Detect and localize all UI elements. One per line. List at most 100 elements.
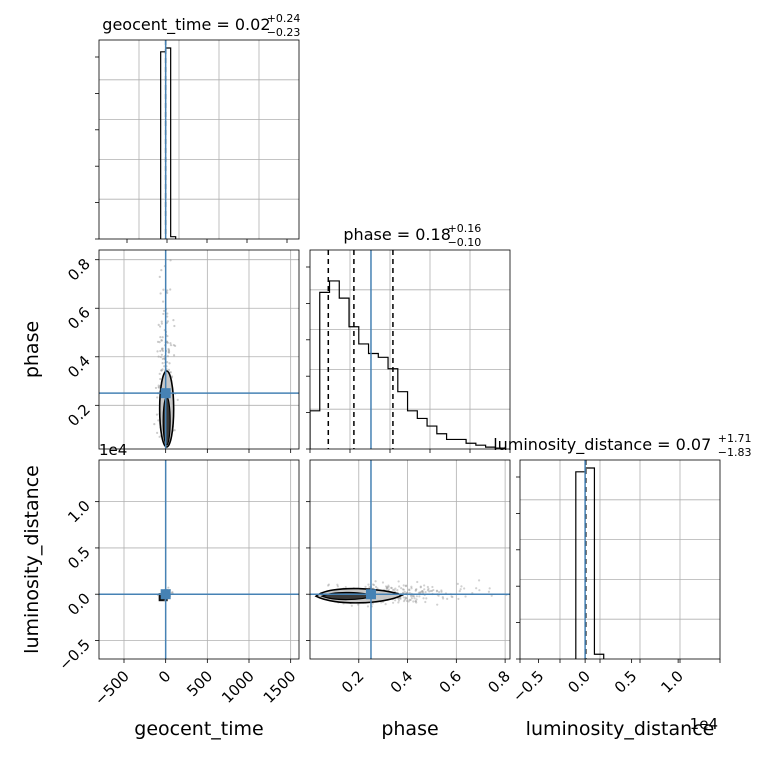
title-lower-error: −0.10	[448, 236, 482, 249]
x-axis-label: luminosity_distance	[526, 718, 715, 740]
sample-point	[385, 587, 388, 590]
sample-point	[166, 355, 170, 358]
sample-point	[431, 585, 434, 589]
hist-title-luminosity_distance: luminosity_distance = 0.07 +1.71−1.83	[493, 432, 751, 459]
title-lower-error: −1.83	[718, 446, 752, 459]
sample-point	[425, 597, 428, 600]
sample-point	[167, 368, 171, 371]
y-axis-label: luminosity_distance	[21, 465, 43, 654]
sample-point	[166, 334, 169, 338]
sample-point	[406, 591, 409, 594]
sample-point	[456, 582, 459, 585]
sample-point	[450, 595, 453, 598]
sample-point	[384, 585, 388, 588]
sample-point	[408, 591, 411, 594]
sample-point	[159, 349, 162, 353]
sample-point	[344, 586, 347, 589]
sample-point	[167, 350, 171, 353]
sample-point	[419, 591, 422, 594]
sample-point	[423, 588, 426, 591]
sample-point	[161, 347, 164, 350]
sample-point	[160, 369, 163, 372]
sample-point	[161, 349, 165, 352]
sample-point	[407, 600, 410, 603]
sample-point	[424, 600, 427, 604]
hist-title-geocent_time: geocent_time = 0.02+0.24−0.23	[102, 12, 300, 39]
sample-point	[371, 583, 375, 586]
sample-point	[166, 315, 169, 318]
x-axis-labels: geocent_time phase luminosity_distance	[134, 718, 714, 740]
sample-point	[409, 598, 412, 602]
sample-point	[157, 323, 160, 326]
axes-frame	[309, 249, 511, 450]
axes-frame	[309, 459, 511, 660]
y-tick-label: 0.6	[64, 303, 94, 333]
sample-point	[387, 585, 390, 588]
sample-point	[416, 580, 419, 584]
y-tick-label: 0.0	[64, 589, 94, 619]
y-tick-label: 1.0	[64, 497, 94, 527]
histogram-geocent_time	[160, 47, 177, 239]
sample-point	[397, 599, 401, 602]
truth-marker	[160, 589, 171, 600]
sample-point	[412, 600, 415, 603]
sample-point	[159, 377, 162, 381]
y-tick-label: 0.5	[64, 543, 94, 573]
sample-point	[440, 589, 443, 592]
sample-point	[158, 275, 161, 279]
title-upper-error: +0.24	[267, 12, 301, 25]
sample-point	[393, 588, 396, 591]
sample-point	[415, 588, 418, 591]
sample-point	[402, 600, 406, 603]
sample-point	[396, 589, 399, 592]
sample-point	[371, 602, 374, 605]
x-axis-label: geocent_time	[134, 718, 263, 740]
y-offset-label: 1e4	[99, 441, 127, 459]
sample-point	[367, 583, 370, 586]
sample-point	[374, 585, 378, 588]
sample-point	[478, 589, 481, 592]
sample-point	[423, 584, 426, 587]
sample-point	[390, 586, 393, 589]
sample-point	[156, 396, 159, 399]
contour-inner	[162, 396, 171, 446]
sample-point	[386, 586, 389, 589]
sample-point	[381, 581, 385, 584]
sample-point	[169, 344, 173, 347]
sample-point	[488, 587, 491, 590]
sample-point	[387, 588, 390, 591]
sample-point	[366, 605, 370, 608]
sample-point	[451, 595, 454, 599]
sample-point	[407, 588, 411, 591]
sample-point	[399, 596, 402, 599]
x-tick-label: −500	[91, 667, 133, 709]
sample-point	[386, 587, 389, 590]
sample-point	[336, 585, 339, 588]
sample-point	[429, 589, 432, 593]
sample-point	[397, 597, 400, 600]
x-tick-label: 0.5	[611, 667, 641, 697]
sample-point	[157, 419, 160, 422]
sample-point	[475, 587, 478, 590]
sample-point	[446, 597, 449, 601]
title-upper-error: +0.16	[448, 222, 482, 235]
y-tick-label: 0.4	[64, 352, 94, 382]
sample-point	[166, 360, 169, 364]
sample-point	[417, 591, 420, 594]
sample-point	[163, 365, 166, 368]
y-axis-label: phase	[21, 321, 43, 378]
sample-point	[170, 375, 174, 378]
sample-point	[394, 587, 397, 590]
sample-point	[159, 292, 162, 295]
sample-point	[460, 585, 463, 588]
sample-point	[155, 413, 159, 416]
sample-point	[422, 591, 425, 594]
sample-point	[405, 597, 408, 600]
sample-point	[399, 597, 402, 600]
sample-point	[401, 588, 405, 591]
sample-point	[161, 357, 164, 360]
x-tick-label: 1.0	[657, 667, 687, 697]
sample-point	[397, 580, 400, 583]
sample-point	[413, 597, 416, 600]
